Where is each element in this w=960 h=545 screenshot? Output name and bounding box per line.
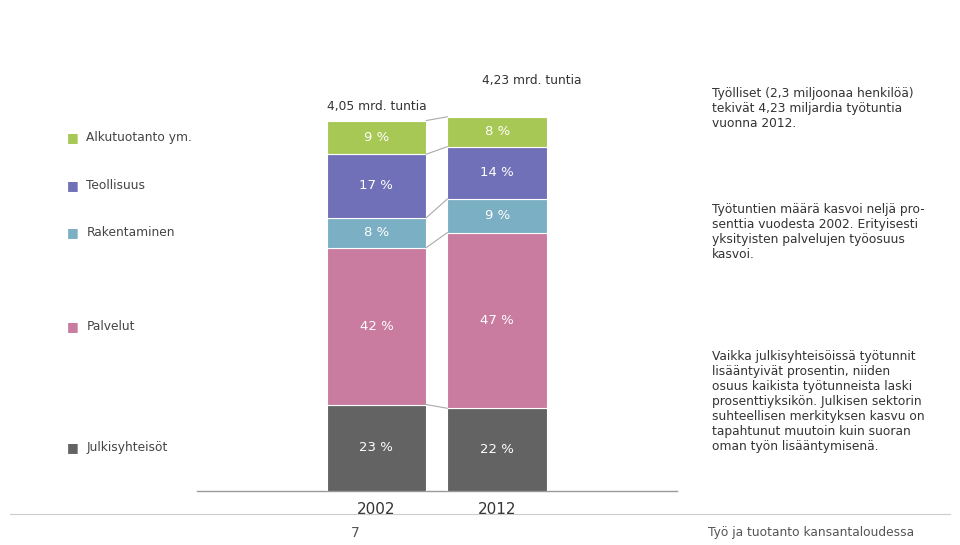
Bar xyxy=(447,147,547,199)
Text: Teollisuus: Teollisuus xyxy=(86,179,145,192)
Text: 9 %: 9 % xyxy=(485,209,510,222)
Text: 9 %: 9 % xyxy=(364,131,389,144)
Text: (Työtunnit yhteensä ja sektorien prosenttiosuudet): (Työtunnit yhteensä ja sektorien prosent… xyxy=(14,53,353,66)
Text: ■: ■ xyxy=(67,226,79,239)
Text: 4,23 mrd. tuntia: 4,23 mrd. tuntia xyxy=(482,74,581,87)
Bar xyxy=(326,404,426,490)
Text: Tehty työ pääsektoreittain 2002 ja 2012: Tehty työ pääsektoreittain 2002 ja 2012 xyxy=(14,19,420,37)
Text: 22 %: 22 % xyxy=(480,443,515,456)
Text: 47 %: 47 % xyxy=(480,314,514,327)
Bar xyxy=(326,247,426,404)
Text: Vaikka julkisyhteisöissä työtunnit
lisääntyivät prosentin, niiden
osuus kaikista: Vaikka julkisyhteisöissä työtunnit lisää… xyxy=(712,350,924,453)
Text: 14 %: 14 % xyxy=(480,166,514,179)
Text: 4,05 mrd. tuntia: 4,05 mrd. tuntia xyxy=(326,100,426,113)
Bar xyxy=(326,154,426,217)
Bar xyxy=(326,120,426,154)
Text: ■: ■ xyxy=(67,319,79,332)
Text: 42 %: 42 % xyxy=(360,319,394,332)
Text: Alkutuotanto ym.: Alkutuotanto ym. xyxy=(86,131,192,144)
Bar xyxy=(447,117,547,147)
Text: Työ ja tuotanto kansantaloudessa: Työ ja tuotanto kansantaloudessa xyxy=(708,526,914,539)
Bar xyxy=(447,233,547,408)
Bar xyxy=(447,199,547,233)
Text: ■: ■ xyxy=(67,179,79,192)
Text: Rakentaminen: Rakentaminen xyxy=(86,226,175,239)
Text: 8 %: 8 % xyxy=(485,125,510,138)
Text: ■: ■ xyxy=(67,131,79,144)
Text: Palvelut: Palvelut xyxy=(86,319,135,332)
Text: Työlliset (2,3 miljoonaa henkilöä)
tekivät 4,23 miljardia työtuntia
vuonna 2012.: Työlliset (2,3 miljoonaa henkilöä) tekiv… xyxy=(712,87,914,130)
Text: Työtuntien määrä kasvoi neljä pro-
senttia vuodesta 2002. Erityisesti
yksityiste: Työtuntien määrä kasvoi neljä pro- sentt… xyxy=(712,203,924,261)
Text: 17 %: 17 % xyxy=(359,179,394,192)
Text: ■: ■ xyxy=(67,441,79,454)
Text: Julkisyhteisöt: Julkisyhteisöt xyxy=(86,441,168,454)
Text: 8 %: 8 % xyxy=(364,226,389,239)
Text: 23 %: 23 % xyxy=(359,441,394,454)
Bar xyxy=(326,217,426,247)
Text: 7: 7 xyxy=(350,525,360,540)
Bar xyxy=(447,408,547,490)
